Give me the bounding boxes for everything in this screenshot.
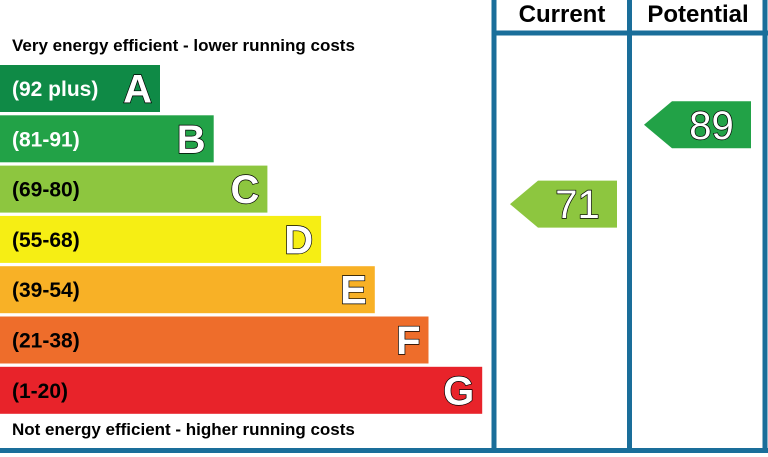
top-efficiency-note: Very energy efficient - lower running co… [12,36,355,55]
band-letter-g: G [443,369,474,413]
current-rating-arrow [510,180,617,228]
band-range-c: (69-80) [12,179,80,202]
band-a: (92 plus) A [0,65,160,112]
band-range-f: (21-38) [12,330,80,353]
band-bar-d [0,215,322,263]
current-header: Current [519,1,606,28]
current-rating: 71 [510,180,617,228]
band-range-a: (92 plus) [12,78,98,101]
band-bar-b [0,115,214,163]
band-g: (1-20) G [0,366,483,414]
band-letter-f: F [396,319,420,363]
band-bar-a [0,65,160,112]
potential-rating-value: 89 [689,104,734,148]
band-e: (39-54) E [0,266,375,313]
band-range-b: (81-91) [12,128,80,151]
band-letter-a: A [123,68,152,112]
current-rating-value: 71 [555,183,600,227]
band-bar-g [0,366,483,414]
band-range-g: (1-20) [12,380,68,403]
band-bar-c [0,165,268,213]
band-letter-b: B [177,118,206,162]
rating-arrows: 71 89 [510,101,751,228]
band-letter-d: D [284,218,313,262]
band-d: (55-68) D [0,215,322,263]
potential-rating: 89 [644,101,751,149]
band-f: (21-38) F [0,316,429,364]
rating-bands: (92 plus) A(81-91) B(69-80) C(55-68) D(39-54… [0,65,483,414]
potential-header: Potential [647,1,748,28]
band-letter-e: E [340,269,367,313]
potential-rating-arrow [644,101,751,149]
band-range-e: (39-54) [12,279,80,302]
band-c: (69-80) C [0,165,268,213]
band-bar-f [0,316,429,364]
band-letter-c: C [231,168,260,212]
band-range-d: (55-68) [12,229,80,252]
band-bar-e [0,266,375,314]
band-b: (81-91) B [0,115,214,163]
bottom-efficiency-note: Not energy efficient - higher running co… [12,420,355,439]
